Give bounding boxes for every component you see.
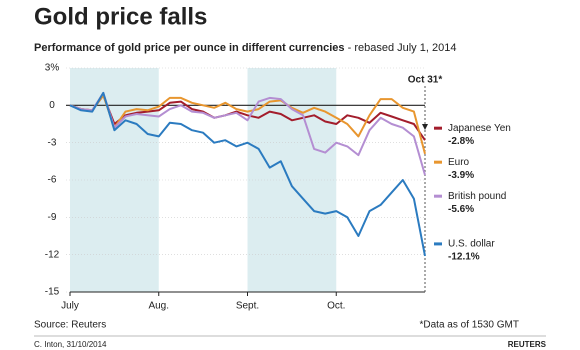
subtitle-text: Performance of gold price per ounce in d… [34, 42, 345, 54]
x-tick-label: Oct. [327, 301, 345, 312]
footnote: *Data as of 1530 GMT [420, 320, 520, 331]
series-line [69, 91, 426, 257]
credit: C. Inton, 31/10/2014 [34, 340, 107, 349]
series-line [69, 94, 426, 155]
x-tick-label: July [61, 301, 79, 312]
x-tick-label: Sept. [236, 301, 259, 312]
y-tick-label: -9 [48, 212, 57, 223]
legend-label: Euro [448, 157, 470, 168]
legend-label: British pound [448, 191, 506, 202]
series-line [69, 91, 426, 176]
value-label: -12.1% [448, 252, 480, 263]
y-tick-label: -6 [48, 175, 57, 186]
background [70, 68, 337, 292]
chart-subtitle: Performance of gold price per ounce in d… [34, 42, 456, 54]
y-tick-label: -3 [48, 137, 57, 148]
value-label: -3.9% [448, 170, 474, 181]
y-tick-label: -15 [45, 287, 60, 298]
y-tick-label: -12 [45, 249, 60, 260]
value-label: -5.6% [448, 204, 474, 215]
source: Source: Reuters [34, 320, 106, 331]
chart-title: Gold price falls [34, 3, 207, 30]
subtitle-note: - rebased July 1, 2014 [348, 42, 457, 54]
y-tick-label: 0 [49, 100, 55, 111]
legend-label: U.S. dollar [448, 239, 495, 250]
value-label: -2.8% [448, 136, 474, 147]
legend-label: Japanese Yen [448, 123, 511, 134]
annotation: Oct 31* [408, 75, 443, 86]
x-tick-label: Aug. [148, 301, 169, 312]
y-tick-label: 3% [45, 63, 60, 74]
logo: REUTERS [508, 340, 547, 349]
annotation-arrow [422, 124, 428, 130]
